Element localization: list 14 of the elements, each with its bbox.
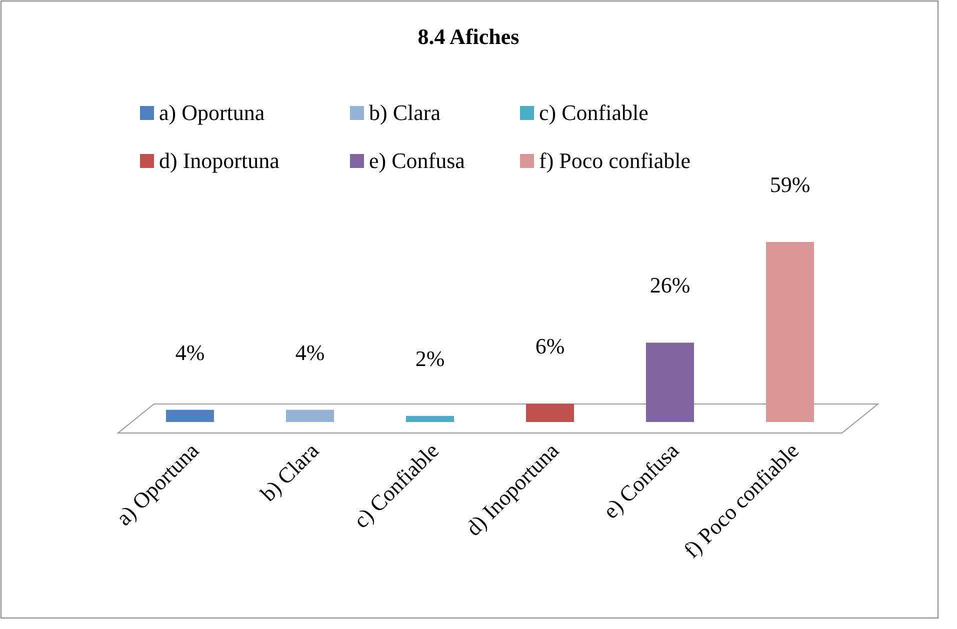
data-label: 6% — [535, 334, 565, 359]
data-label: 4% — [295, 340, 325, 365]
data-label: 59% — [770, 172, 810, 197]
legend-label: f) Poco confiable — [539, 148, 690, 173]
data-label: 26% — [650, 272, 690, 298]
data-label: 4% — [175, 340, 205, 365]
chart-title: 8.4 Afiches — [418, 24, 520, 49]
data-label: 2% — [415, 346, 445, 371]
legend-label: c) Confiable — [539, 100, 648, 125]
legend-label: a) Oportuna — [159, 100, 265, 125]
legend-label: d) Inoportuna — [159, 148, 280, 173]
legend-label: b) Clara — [369, 100, 441, 125]
legend-label: e) Confusa — [369, 148, 466, 173]
x-tick-label: b) Clara — [255, 438, 324, 506]
